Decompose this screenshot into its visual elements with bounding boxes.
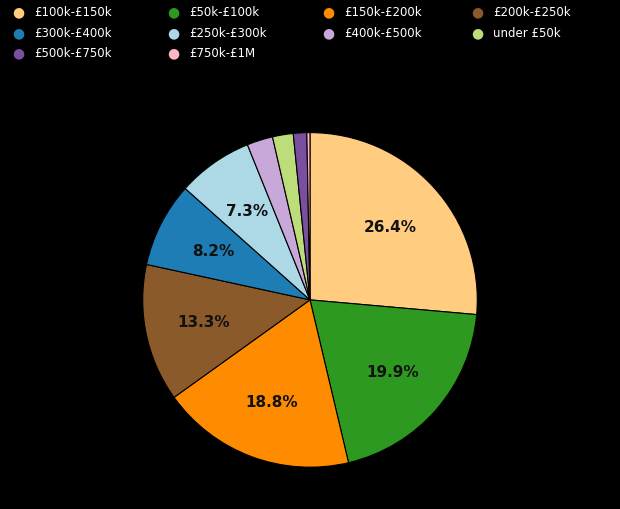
Wedge shape — [146, 189, 310, 300]
Text: ●: ● — [12, 6, 25, 20]
Wedge shape — [310, 300, 477, 463]
Text: ●: ● — [12, 46, 25, 61]
Text: £100k-£150k: £100k-£150k — [34, 6, 112, 19]
Wedge shape — [310, 133, 477, 315]
Text: ●: ● — [471, 6, 484, 20]
Wedge shape — [293, 133, 310, 300]
Text: £50k-£100k: £50k-£100k — [189, 6, 259, 19]
Text: 19.9%: 19.9% — [366, 364, 418, 379]
Text: £250k-£300k: £250k-£300k — [189, 26, 267, 40]
Text: ●: ● — [167, 46, 180, 61]
Text: 8.2%: 8.2% — [192, 244, 234, 259]
Wedge shape — [143, 265, 310, 398]
Text: £750k-£1M: £750k-£1M — [189, 47, 255, 60]
Text: ●: ● — [167, 26, 180, 40]
Wedge shape — [247, 137, 310, 300]
Text: ●: ● — [322, 6, 335, 20]
Text: 18.8%: 18.8% — [246, 394, 298, 409]
Text: under £50k: under £50k — [493, 26, 560, 40]
Text: ●: ● — [167, 6, 180, 20]
Wedge shape — [307, 133, 310, 300]
Text: £400k-£500k: £400k-£500k — [344, 26, 422, 40]
Text: ●: ● — [12, 26, 25, 40]
Text: ●: ● — [322, 26, 335, 40]
Text: 7.3%: 7.3% — [226, 204, 268, 219]
Text: ●: ● — [471, 26, 484, 40]
Text: 13.3%: 13.3% — [177, 315, 230, 330]
Text: £200k-£250k: £200k-£250k — [493, 6, 570, 19]
Text: £500k-£750k: £500k-£750k — [34, 47, 112, 60]
Wedge shape — [174, 300, 348, 467]
Text: 26.4%: 26.4% — [364, 219, 417, 235]
Wedge shape — [185, 146, 310, 300]
Text: £300k-£400k: £300k-£400k — [34, 26, 112, 40]
Text: £150k-£200k: £150k-£200k — [344, 6, 422, 19]
Wedge shape — [272, 134, 310, 300]
